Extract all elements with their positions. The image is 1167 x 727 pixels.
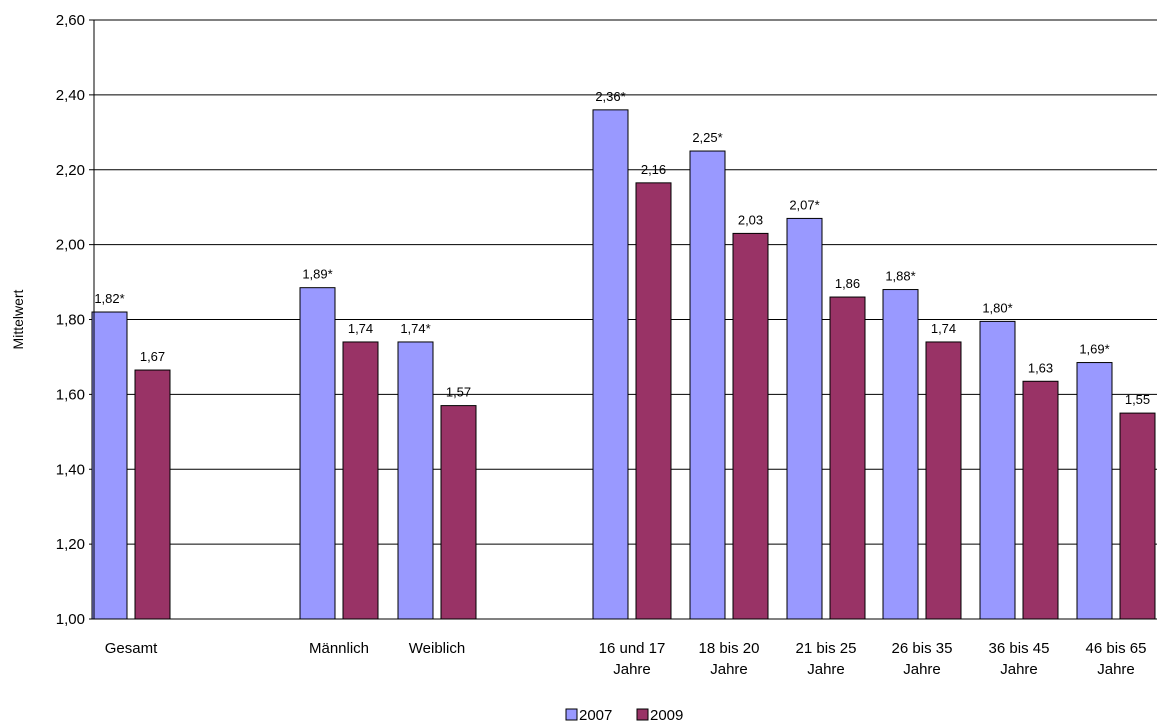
data-label-2007-7: 1,80*: [982, 300, 1012, 315]
category-label: Jahre: [807, 661, 845, 678]
bar-2009-4: [732, 232, 769, 620]
data-label-2009-5: 1,86: [835, 276, 860, 291]
y-tick-label: 1,80: [56, 312, 85, 329]
bar-2007-5: [786, 217, 823, 620]
legend-swatch-2009: [636, 708, 649, 721]
bar-2009-2: [440, 405, 477, 620]
y-tick-label: 1,60: [56, 386, 85, 403]
y-axis-tick-labels: 1,00 1,20 1,40 1,60 1,80 2,00 2,20 2,40 2,60: [56, 12, 85, 628]
data-label-2009-6: 1,74: [931, 321, 956, 336]
category-label: 21 bis 25: [796, 640, 857, 657]
y-tick-label: 2,00: [56, 237, 85, 254]
category-label: 26 bis 35: [892, 640, 953, 657]
category-label: Jahre: [903, 661, 941, 678]
data-label-2007-6: 1,88*: [885, 269, 915, 284]
category-labels: Gesamt Männlich Weiblich 16 und 17 Jahre 18 b…: [105, 640, 1147, 678]
category-label: 46 bis 65: [1086, 640, 1147, 657]
y-tick-label: 2,60: [56, 12, 85, 29]
category-label: 16 und 17: [599, 640, 666, 657]
data-label-2007-1: 1,89*: [302, 267, 332, 282]
legend-label-2007: 2007: [579, 707, 612, 724]
category-label: 36 bis 45: [989, 640, 1050, 657]
y-tick-label: 1,40: [56, 461, 85, 478]
bar-2009-1: [342, 341, 379, 620]
y-tick-label: 2,20: [56, 162, 85, 179]
legend-label-2009: 2009: [650, 707, 683, 724]
data-label-2009-7: 1,63: [1028, 360, 1053, 375]
data-label-2007-0: 1,82*: [94, 291, 124, 306]
bar-2007-2: [397, 341, 434, 620]
category-label: Gesamt: [105, 640, 158, 657]
bar-2007-8: [1076, 362, 1113, 620]
data-label-2007-8: 1,69*: [1079, 342, 1109, 357]
axes: [93, 20, 1157, 620]
data-label-2007-3: 2,36*: [595, 89, 625, 104]
bar-2009-3: [635, 182, 672, 620]
bar-2007-6: [882, 289, 919, 620]
category-label: 18 bis 20: [699, 640, 760, 657]
bar-2007-7: [979, 320, 1016, 620]
data-label-2009-4: 2,03: [738, 212, 763, 227]
data-label-2007-4: 2,25*: [692, 130, 722, 145]
data-label-2009-8: 1,55: [1125, 392, 1150, 407]
bar-2009-8: [1119, 412, 1156, 620]
category-label: Jahre: [1097, 661, 1135, 678]
bar-2007-1: [299, 287, 336, 620]
data-label-2009-0: 1,67: [140, 349, 165, 364]
category-label: Jahre: [710, 661, 748, 678]
category-label: Weiblich: [409, 640, 465, 657]
legend-swatch-2007: [565, 708, 578, 721]
data-labels: 1,82* 1,89* 1,74* 2,36* 2,25* 2,07* 1,88* 1,80*…: [94, 89, 1150, 407]
bar-2009-7: [1022, 380, 1059, 620]
y-tick-label: 2,40: [56, 87, 85, 104]
legend: 2007 2009: [565, 707, 683, 724]
data-label-2007-2: 1,74*: [400, 321, 430, 336]
category-label: Jahre: [613, 661, 651, 678]
data-label-2009-3: 2,16: [641, 162, 666, 177]
bars: [91, 109, 1156, 620]
bar-2009-6: [925, 341, 962, 620]
bar-2009-0: [134, 369, 171, 620]
data-label-2009-2: 1,57: [446, 385, 471, 400]
y-tick-label: 1,20: [56, 536, 85, 553]
bar-2007-4: [689, 150, 726, 620]
bar-2007-0: [91, 311, 128, 620]
data-label-2007-5: 2,07*: [789, 197, 819, 212]
y-axis-label: Mittelwert: [10, 289, 26, 349]
category-label: Männlich: [309, 640, 369, 657]
data-label-2009-1: 1,74: [348, 321, 373, 336]
y-tick-label: 1,00: [56, 611, 85, 628]
category-label: Jahre: [1000, 661, 1038, 678]
bar-2009-5: [829, 296, 866, 620]
bar-2007-3: [592, 109, 629, 620]
